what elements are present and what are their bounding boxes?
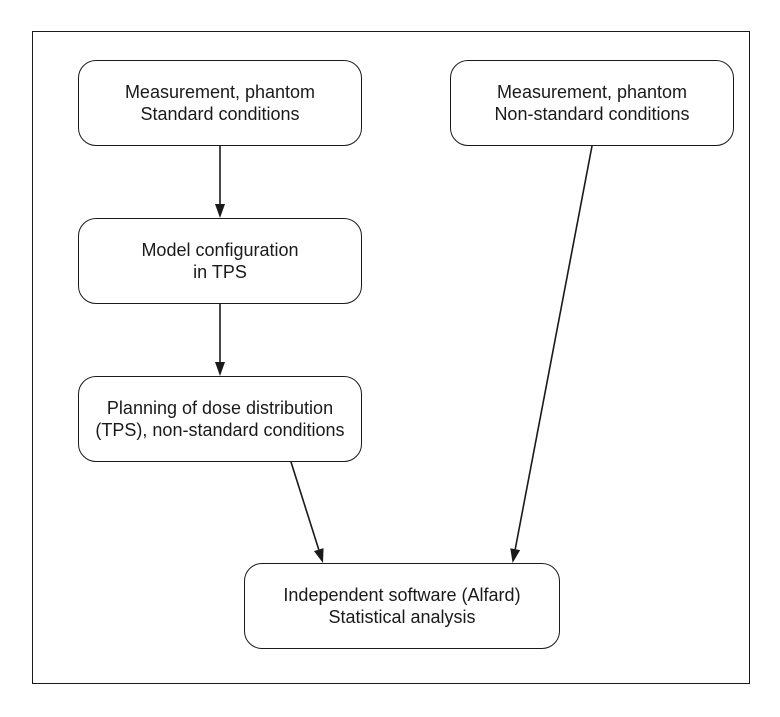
node-text-line: (TPS), non-standard conditions	[95, 419, 344, 442]
node-text-line: Measurement, phantom	[125, 81, 315, 104]
flowchart-node: Planning of dose distribution(TPS), non-…	[78, 376, 362, 462]
flowchart-node: Measurement, phantomNon-standard conditi…	[450, 60, 734, 146]
flowchart-node: Measurement, phantomStandard conditions	[78, 60, 362, 146]
flowchart-node: Independent software (Alfard)Statistical…	[244, 563, 560, 649]
node-text-line: Model configuration	[141, 239, 298, 262]
node-text-line: Planning of dose distribution	[107, 397, 333, 420]
flowchart-node: Model configurationin TPS	[78, 218, 362, 304]
flowchart-canvas: Measurement, phantomStandard conditionsM…	[0, 0, 780, 717]
node-text-line: Non-standard conditions	[494, 103, 689, 126]
node-text-line: Standard conditions	[140, 103, 299, 126]
node-text-line: Independent software (Alfard)	[283, 584, 520, 607]
node-text-line: Measurement, phantom	[497, 81, 687, 104]
node-text-line: Statistical analysis	[328, 606, 475, 629]
node-text-line: in TPS	[193, 261, 247, 284]
